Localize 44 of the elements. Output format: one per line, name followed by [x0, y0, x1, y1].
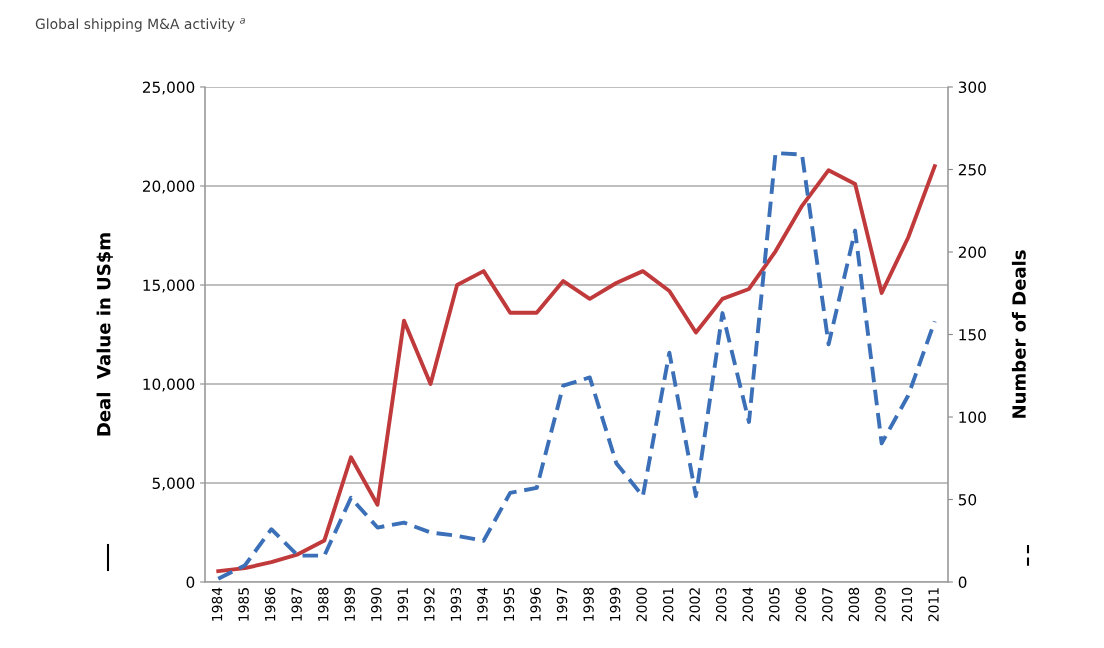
- x-tick-label: 1986: [264, 587, 276, 621]
- x-tick-label: 1989: [344, 587, 355, 621]
- x-tick-label: 1991: [397, 588, 409, 621]
- chart-title: Global shipping M&A activity $^{a}$: [35, 18, 245, 32]
- y2-tick-label: 0: [958, 576, 967, 589]
- y-tick-label: 20,000: [142, 180, 195, 194]
- x-tick-label: 2008: [848, 587, 860, 622]
- y2-tick-label: 50: [958, 493, 977, 506]
- x-tick-label: 1994: [477, 587, 488, 621]
- x-tick-label: 1988: [317, 587, 329, 621]
- x-tick-label: 2007: [822, 588, 833, 622]
- y-axis-title: Deal Value in US$m: [96, 233, 113, 436]
- x-tick-label: 1990: [371, 587, 382, 621]
- x-tick-label: 2001: [662, 588, 674, 622]
- x-tick-label: 1984: [211, 587, 223, 621]
- y2-tick-label: 100: [959, 411, 986, 424]
- x-tick-label: 1997: [556, 588, 568, 621]
- y2-tick-label: 200: [958, 246, 986, 259]
- x-tick-label: 2009: [875, 587, 886, 622]
- x-tick-label: 2005: [769, 588, 780, 622]
- x-tick-label: 1999: [609, 587, 621, 621]
- x-tick-label: 1985: [238, 588, 249, 621]
- x-tick-label: 1992: [424, 588, 435, 621]
- x-tick-label: 2006: [795, 587, 807, 622]
- x-tick-label: 2000: [636, 587, 647, 622]
- x-tick-label: 1987: [291, 588, 302, 621]
- y-tick-label: 15,000: [143, 279, 195, 293]
- x-tick-label: 1993: [450, 587, 462, 621]
- y-tick-label: 5,000: [152, 477, 195, 491]
- y-tick-label: 10,000: [143, 378, 195, 392]
- x-tick-label: 2011: [928, 588, 939, 622]
- x-tick-label: 2010: [901, 587, 913, 622]
- x-tick-label: 2002: [689, 588, 700, 622]
- x-tick-label: 1996: [530, 587, 541, 621]
- x-tick-label: 1995: [503, 588, 515, 621]
- x-tick-label: 2004: [742, 587, 754, 622]
- y2-tick-label: 150: [959, 328, 986, 341]
- y2-axis-title: Number of Deals: [1011, 250, 1026, 418]
- y-tick-label: 25,000: [142, 81, 195, 95]
- y-tick-label: 0: [186, 576, 195, 589]
- y2-tick-label: 300: [958, 81, 986, 94]
- x-tick-label: 2003: [715, 587, 727, 622]
- y2-tick-label: 250: [958, 163, 986, 176]
- x-tick-label: 1998: [583, 587, 594, 621]
